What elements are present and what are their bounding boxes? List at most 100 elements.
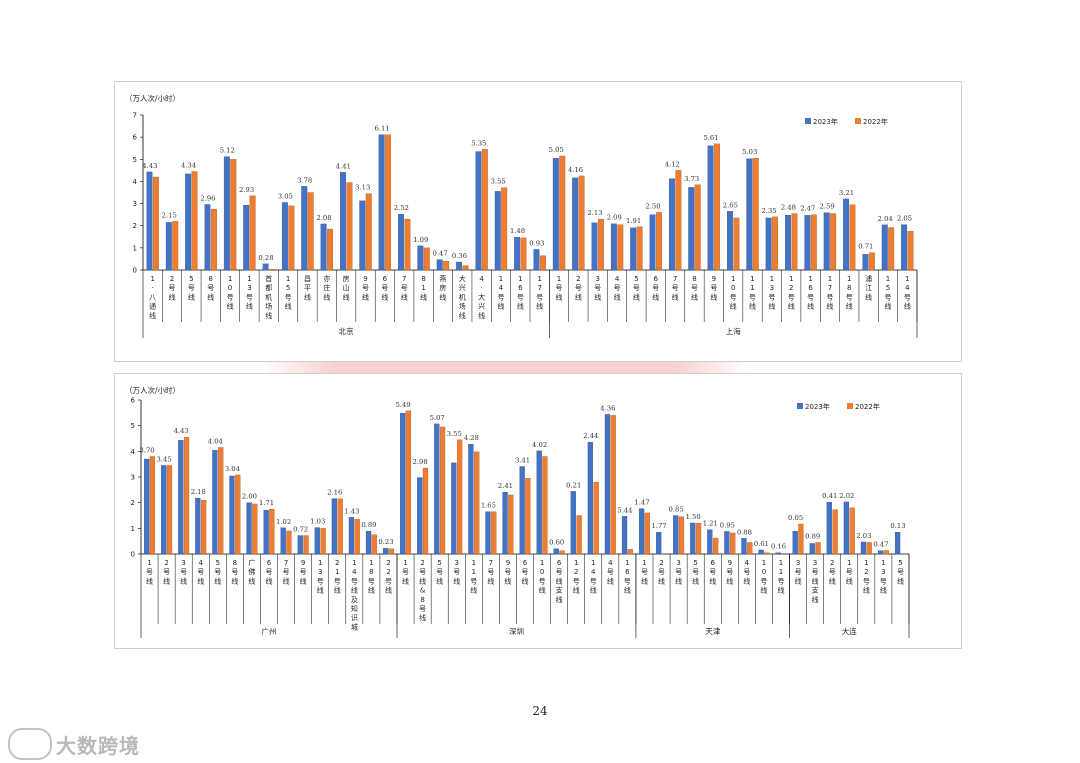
bar-2023 — [688, 187, 695, 271]
bar-2023 — [229, 475, 235, 555]
data-label: 0.89 — [805, 532, 820, 540]
x-category-char: 1 — [540, 559, 544, 567]
data-label: 3.45 — [157, 455, 172, 463]
y-tick-label: 3 — [133, 200, 137, 208]
x-category-char: 号 — [749, 293, 756, 301]
x-category-char: 线 — [420, 292, 427, 301]
x-category-char: 3 — [676, 559, 680, 567]
x-category-char: 号 — [573, 577, 580, 585]
x-category-char: 2 — [335, 559, 339, 567]
data-label: 0.85 — [669, 506, 684, 514]
bar-2023 — [901, 224, 908, 271]
x-category-char: 线 — [304, 292, 311, 301]
x-category-char: 号 — [614, 284, 621, 292]
x-category-char: 号 — [227, 293, 234, 301]
bar-2022 — [235, 474, 241, 555]
bar-2023 — [758, 549, 764, 555]
data-label: 4.04 — [208, 437, 223, 445]
bar-2022 — [422, 467, 429, 555]
x-category-char: 5 — [693, 559, 697, 567]
data-label: 4.43 — [142, 162, 157, 170]
x-category-char: 6 — [625, 568, 630, 576]
data-label: 0.23 — [378, 538, 393, 546]
data-label: 5.49 — [395, 401, 410, 409]
x-category-char: 0 — [540, 568, 544, 576]
x-category-char: 1 — [750, 284, 754, 292]
x-category-char: 线 — [459, 311, 466, 320]
bar-2023 — [591, 222, 598, 271]
bar-2023 — [804, 215, 811, 271]
bar-2023 — [707, 145, 714, 271]
bar-2022 — [481, 149, 488, 271]
data-label: 1.21 — [703, 520, 718, 528]
x-category-char: 号 — [641, 568, 648, 576]
bar-2023 — [792, 531, 798, 555]
data-label: 2.15 — [162, 211, 177, 219]
x-category-char: 号 — [497, 293, 504, 301]
bar-2023 — [862, 254, 869, 271]
data-label: 5.03 — [742, 148, 757, 156]
x-category-char: 号 — [231, 568, 238, 576]
x-category-char: 线 — [556, 576, 563, 585]
x-category-char: 线 — [709, 576, 716, 585]
bar-2022 — [354, 519, 360, 555]
x-category-char: 线 — [439, 292, 446, 301]
x-category-char: & — [420, 587, 426, 595]
data-label: 2.96 — [200, 194, 215, 202]
bar-2023 — [417, 477, 423, 555]
x-category-char: 1 — [828, 275, 832, 283]
data-label: 5.35 — [471, 139, 486, 147]
x-category-char: 6 — [808, 284, 813, 292]
x-category-char: 号 — [504, 568, 511, 576]
x-category-char: 广 — [248, 558, 255, 567]
x-category-char: 6 — [383, 275, 388, 283]
x-category-char: 佛 — [248, 567, 255, 576]
data-label: 2.00 — [242, 493, 257, 501]
x-category-char: 号 — [351, 577, 358, 585]
x-category-char: 号 — [904, 293, 911, 301]
x-category-char: 浦 — [865, 274, 872, 283]
x-category-char: 3 — [813, 559, 817, 567]
x-category-char: 8 — [847, 284, 851, 292]
bar-2023 — [378, 134, 385, 271]
x-category-char: · — [481, 284, 483, 292]
x-category-char: 江 — [865, 284, 872, 292]
bar-2022 — [610, 415, 616, 555]
x-category-char: 线 — [594, 292, 601, 301]
bar-2022 — [888, 227, 895, 271]
x-category-char: 8 — [420, 596, 424, 604]
x-category-char: 号 — [897, 568, 904, 576]
x-category-char: 号 — [188, 284, 195, 292]
x-category-char: 线 — [283, 576, 290, 585]
x-category-char: 庄 — [323, 283, 330, 292]
data-label: 4.36 — [600, 404, 615, 412]
x-category-char: 线 — [517, 302, 524, 311]
bar-2022 — [678, 516, 685, 555]
x-category-char: 8 — [692, 275, 696, 283]
bar-2022 — [462, 265, 469, 271]
x-category-char: 号 — [624, 577, 631, 585]
x-category-char: 4 — [608, 559, 613, 567]
city-group-label: 深圳 — [509, 626, 524, 636]
x-category-char: 9 — [301, 559, 305, 567]
x-category-char: 3 — [770, 284, 774, 292]
x-category-char: 号 — [675, 568, 682, 576]
x-category-char: 号 — [285, 293, 292, 301]
x-category-char: 支 — [556, 586, 563, 595]
x-category-char: 号 — [419, 605, 426, 613]
x-category-char: 线 — [826, 302, 833, 311]
y-tick-label: 5 — [133, 156, 137, 164]
x-category-char: 场 — [265, 302, 272, 311]
y-tick-label: 3 — [131, 474, 135, 482]
bar-2022 — [559, 155, 566, 271]
x-category-char: 线 — [675, 576, 682, 585]
bar-2022 — [733, 217, 740, 271]
x-category-char: 线 — [285, 302, 292, 311]
x-category-char: 线 — [556, 292, 563, 301]
bar-2023 — [243, 204, 250, 271]
bar-2023 — [451, 462, 457, 555]
x-category-char: 号 — [419, 568, 426, 576]
bar-2022 — [371, 534, 377, 555]
bar-2023 — [741, 538, 747, 555]
bar-2023 — [382, 547, 389, 555]
